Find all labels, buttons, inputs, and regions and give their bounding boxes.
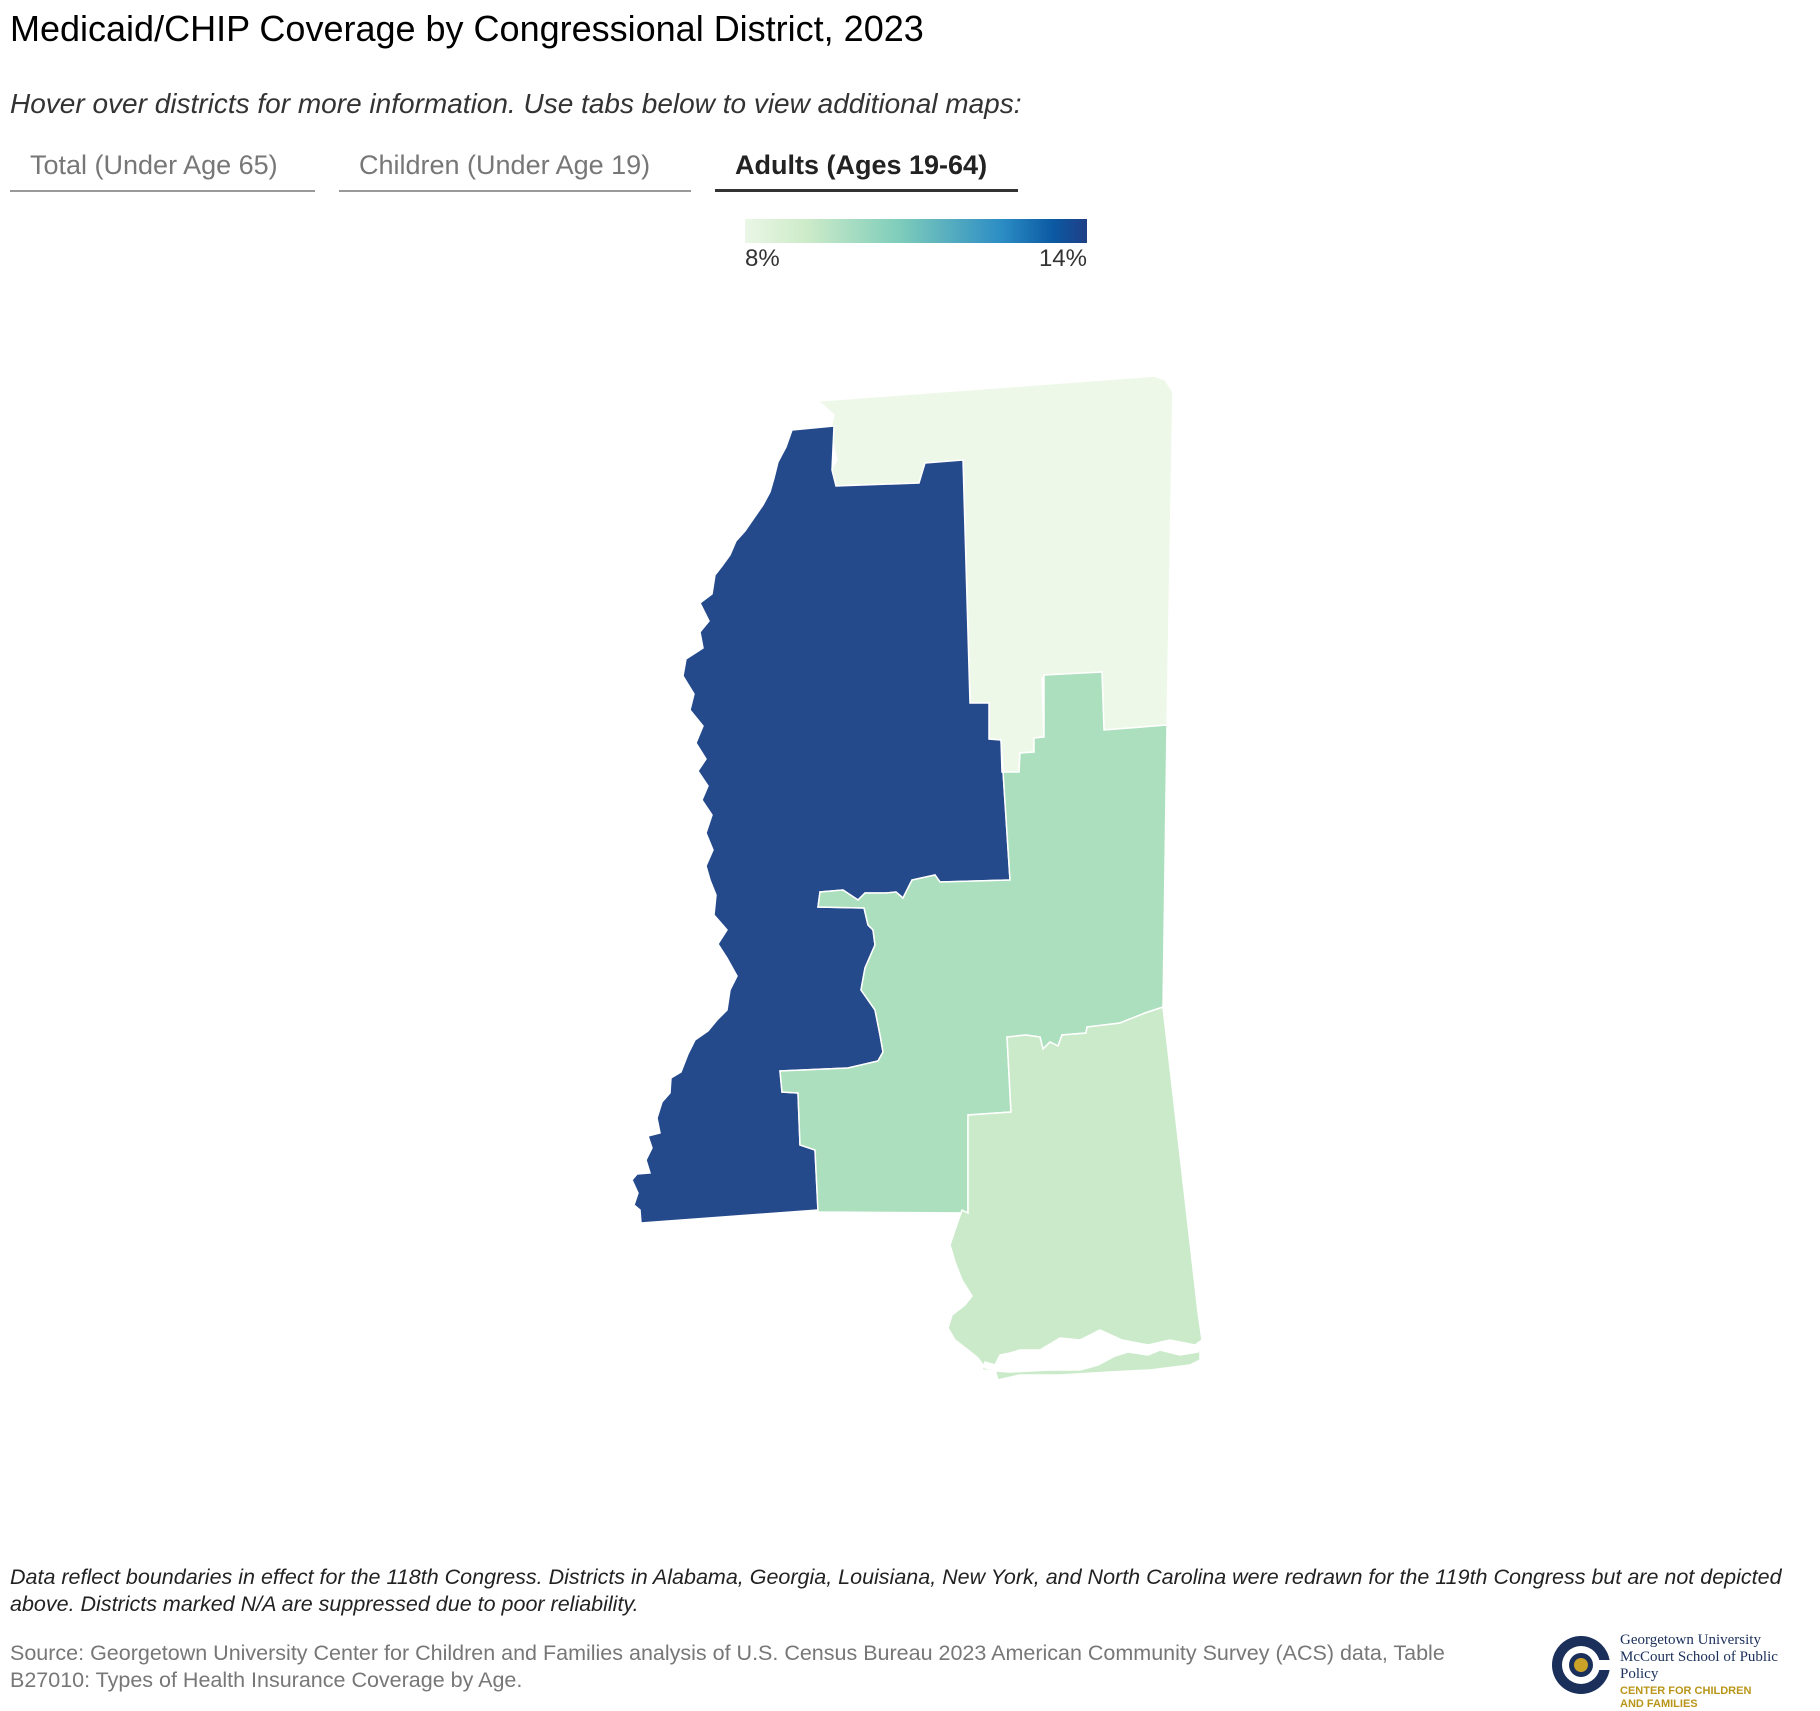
logo-line-1: Georgetown University [1620, 1632, 1761, 1648]
georgetown-seal-icon [1552, 1636, 1612, 1694]
district-ms-4[interactable] [947, 1005, 1203, 1381]
page-title: Medicaid/CHIP Coverage by Congressional … [10, 8, 924, 49]
legend-min-label: 8% [745, 245, 780, 272]
map-tabs: Total (Under Age 65) Children (Under Age… [10, 148, 1042, 192]
logo-line-2: McCourt School of Public Policy [1620, 1649, 1778, 1682]
page-subtitle: Hover over districts for more informatio… [10, 88, 1022, 119]
logo-line-3: CENTER FOR CHILDREN [1620, 1685, 1752, 1697]
logo-line-4: AND FAMILIES [1620, 1698, 1698, 1710]
color-legend: 8% 14% [745, 219, 1087, 273]
district-map [631, 375, 1203, 1381]
georgetown-logo[interactable]: Georgetown University McCourt School of … [1550, 1630, 1810, 1710]
legend-labels: 8% 14% [745, 243, 1087, 273]
tab-adults[interactable]: Adults (Ages 19-64) [715, 148, 1018, 192]
tab-total[interactable]: Total (Under Age 65) [10, 148, 315, 192]
legend-gradient [745, 219, 1087, 243]
legend-max-label: 14% [1038, 245, 1087, 272]
logo-text: Georgetown University McCourt School of … [1620, 1632, 1810, 1711]
tab-children[interactable]: Children (Under Age 19) [339, 148, 691, 192]
footnote: Data reflect boundaries in effect for th… [10, 1565, 1782, 1616]
source-note: Source: Georgetown University Center for… [10, 1641, 1445, 1692]
